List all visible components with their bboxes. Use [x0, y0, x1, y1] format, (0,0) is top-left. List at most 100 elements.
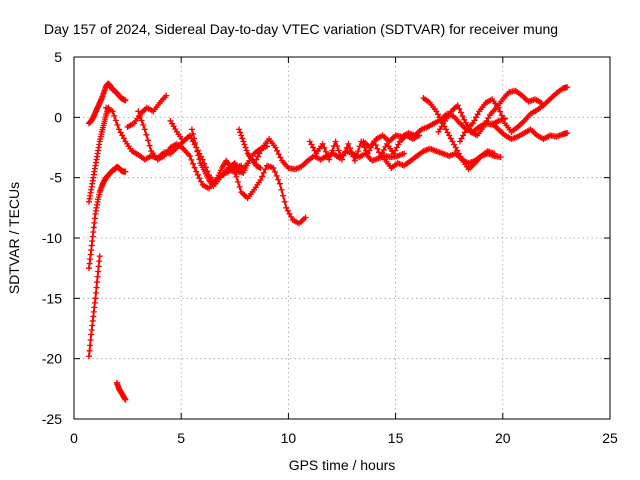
data-point: [454, 147, 461, 154]
series-arc-13: [253, 136, 408, 173]
data-point: [92, 295, 99, 302]
y-tick-label: -15: [42, 290, 62, 306]
data-point: [117, 129, 124, 136]
data-point: [260, 169, 267, 176]
data-point: [244, 160, 251, 167]
y-tick-label: -10: [42, 230, 62, 246]
data-point: [326, 156, 333, 163]
data-point: [446, 132, 453, 139]
data-point: [122, 396, 129, 403]
series-layer: [86, 80, 571, 403]
data-point: [458, 135, 465, 142]
data-point: [146, 142, 153, 149]
data-point: [195, 152, 202, 159]
data-point: [469, 120, 476, 127]
data-point: [186, 152, 193, 159]
data-point: [86, 347, 93, 354]
data-point: [442, 126, 449, 133]
data-point: [141, 126, 148, 133]
data-point: [94, 273, 101, 280]
data-point: [340, 152, 347, 159]
y-tick-label: -20: [42, 351, 62, 367]
data-point: [191, 164, 198, 171]
data-point: [327, 152, 334, 159]
data-point: [449, 138, 456, 145]
data-point: [238, 132, 245, 139]
series-line: [137, 110, 243, 190]
data-point: [196, 175, 203, 182]
data-point: [461, 116, 468, 123]
data-point: [140, 121, 147, 128]
data-point: [275, 176, 282, 183]
data-point: [460, 132, 467, 139]
data-point: [189, 130, 196, 137]
data-point: [474, 111, 481, 118]
series-arc-6: [103, 104, 187, 163]
data-point: [332, 138, 339, 145]
data-point: [112, 117, 119, 124]
data-point: [280, 192, 287, 199]
data-point: [497, 154, 504, 161]
data-point: [96, 253, 103, 260]
series-arc-4: [86, 253, 103, 360]
series-arc-3: [86, 163, 129, 272]
data-point: [345, 140, 352, 147]
data-point: [342, 148, 349, 155]
data-point: [471, 117, 478, 124]
x-tick-label: 15: [388, 430, 404, 446]
data-point: [277, 154, 284, 161]
data-point: [95, 263, 102, 270]
data-point: [461, 129, 468, 136]
data-point: [351, 157, 358, 164]
data-point: [92, 289, 99, 296]
data-point: [109, 108, 116, 115]
data-point: [231, 168, 238, 175]
series-arc-1: [86, 80, 129, 127]
data-point: [374, 145, 381, 152]
chart-title: Day 157 of 2024, Sidereal Day-to-day VTE…: [44, 21, 558, 37]
x-axis-label: GPS time / hours: [289, 457, 396, 473]
data-point: [392, 147, 399, 154]
data-point: [498, 112, 505, 119]
data-point: [401, 150, 408, 157]
data-point: [462, 119, 469, 126]
data-point: [447, 135, 454, 142]
data-point: [393, 144, 400, 151]
y-tick-label: -25: [42, 411, 62, 427]
data-point: [237, 129, 244, 136]
series-line: [362, 112, 506, 149]
data-point: [364, 150, 371, 157]
data-point: [459, 113, 466, 120]
data-point: [321, 144, 328, 151]
x-tick-label: 0: [70, 430, 78, 446]
y-tick-label: 5: [54, 49, 62, 65]
data-point: [288, 213, 295, 220]
data-point: [355, 148, 362, 155]
data-point: [189, 160, 196, 167]
data-point: [286, 210, 293, 217]
data-point: [194, 148, 201, 155]
data-point: [497, 108, 504, 115]
data-point: [482, 120, 489, 127]
y-tick-label: 0: [54, 109, 62, 125]
series-arc-18: [435, 87, 545, 139]
data-point: [457, 153, 464, 160]
y-axis-label: SDTVAR / TECUs: [6, 182, 22, 294]
data-point: [353, 152, 360, 159]
data-point: [120, 135, 127, 142]
data-point: [281, 198, 288, 205]
series-arc-16: [381, 145, 504, 172]
data-point: [491, 150, 498, 157]
data-point: [111, 112, 118, 119]
data-point: [138, 117, 145, 124]
data-point: [262, 166, 269, 173]
data-point: [241, 141, 248, 148]
data-point: [273, 172, 280, 179]
data-point: [272, 144, 279, 151]
data-point: [135, 108, 142, 115]
data-point: [233, 173, 240, 180]
data-point: [329, 147, 336, 154]
series-arc-19: [456, 84, 571, 145]
data-point: [258, 147, 265, 154]
